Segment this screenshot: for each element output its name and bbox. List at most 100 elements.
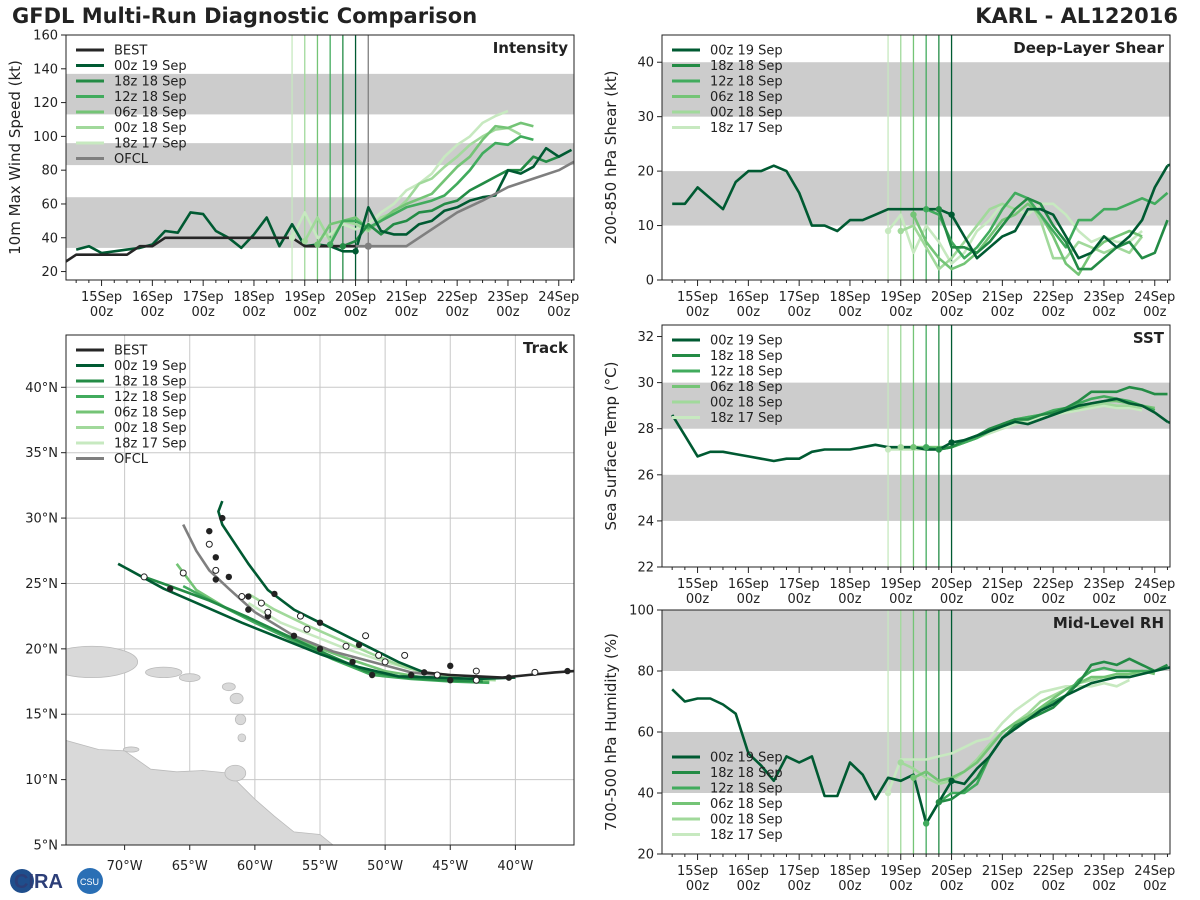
intensity-xtick-label: 00z <box>242 305 266 320</box>
shear-xtick-label: 20Sep <box>931 290 972 305</box>
shear-xtick-label: 00z <box>940 305 964 320</box>
shear-xtick-label: 00z <box>1041 305 1065 320</box>
island <box>122 746 140 753</box>
shear-xtick-label: 24Sep <box>1134 290 1175 305</box>
intensity-ytick-label: 60 <box>41 197 58 212</box>
rh-xtick-label: 22Sep <box>1033 864 1074 879</box>
sst-series-00z-19-sep <box>951 397 1169 444</box>
track-marker <box>505 674 513 681</box>
intensity-legend-label: 18z 18 Sep <box>114 75 187 90</box>
intensity-ytick-label: 40 <box>41 231 58 246</box>
intensity-legend-label: OFCL <box>114 152 149 167</box>
rh-legend-label: 00z 19 Sep <box>710 751 783 766</box>
track-series-best <box>424 669 574 679</box>
intensity-xtick-label: 00z <box>191 305 215 320</box>
track-xtick-label: 65°W <box>172 859 208 874</box>
track-legend-label: 18z 17 Sep <box>114 437 187 452</box>
shear-legend-label: 06z 18 Sep <box>710 90 783 105</box>
rh-xtick-label: 00z <box>686 879 710 894</box>
rh-xtick-label: 00z <box>940 879 964 894</box>
sst-xtick-label: 24Sep <box>1134 577 1175 592</box>
sst-ytick-label: 26 <box>637 468 654 483</box>
track-legend-label: 18z 18 Sep <box>114 375 187 390</box>
island <box>234 713 247 726</box>
sst-ytick-label: 24 <box>637 514 654 529</box>
sst-xtick-label: 00z <box>889 592 913 607</box>
rh-xtick-label: 00z <box>1041 879 1065 894</box>
track-marker-open <box>375 651 383 659</box>
track-marker-open <box>179 569 187 577</box>
logo-text: CIRA <box>14 871 63 893</box>
intensity-xtick-label: 19Sep <box>284 290 325 305</box>
intensity-xtick-label: 17Sep <box>183 290 224 305</box>
track-marker-open <box>531 668 539 676</box>
intensity-series-06z-18-sep <box>316 121 534 246</box>
intensity-legend-label: 06z 18 Sep <box>114 106 187 121</box>
shear-legend-label: 12z 18 Sep <box>710 75 783 90</box>
rh-xtick-label: 00z <box>1143 879 1167 894</box>
track-marker-open <box>362 632 370 640</box>
shear-ytick-label: 20 <box>637 165 654 180</box>
track-marker <box>368 671 376 679</box>
track-marker-open <box>472 676 480 684</box>
sst-ytick-label: 32 <box>637 330 654 345</box>
track-series-06z-18-sep <box>175 563 490 683</box>
rh-xtick-label: 17Sep <box>779 864 820 879</box>
sst-legend-label: 06z 18 Sep <box>710 380 783 395</box>
intensity-xtick-label: 00z <box>395 305 419 320</box>
intensity-frame <box>65 34 575 281</box>
logo-subtext: CSU <box>80 877 99 887</box>
rh-xtick-label: 00z <box>787 879 811 894</box>
track-marker <box>447 677 454 684</box>
track-xtick-label: 60°W <box>237 859 273 874</box>
cira-logo: CIRA CSU <box>10 868 103 894</box>
intensity-xtick-label: 21Sep <box>386 290 427 305</box>
sst-xtick-label: 00z <box>737 592 761 607</box>
track-xtick-label: 70°W <box>107 859 143 874</box>
intensity-series-18z-18-sep <box>342 155 560 248</box>
logo-seal-icon <box>77 868 103 894</box>
track-series-ofcl <box>182 524 438 677</box>
rh-ytick-label: 60 <box>637 726 654 741</box>
shear-series-00z-19-sep <box>1166 163 1170 167</box>
sst-title: SST <box>1133 329 1165 347</box>
sst-ytick-label: 30 <box>637 376 654 391</box>
shear-series-18z-18-sep <box>937 197 1169 271</box>
sst-xtick-label: 20Sep <box>931 577 972 592</box>
shear-legend-label: 18z 17 Sep <box>710 121 783 136</box>
track-xtick-label: 55°W <box>302 859 338 874</box>
rh-legend-label: 06z 18 Sep <box>710 797 783 812</box>
track-ytick-label: 40°N <box>25 381 58 396</box>
intensity-ytick-label: 160 <box>33 29 58 44</box>
shear-init-point <box>922 206 930 213</box>
rh-xtick-label: 00z <box>737 879 761 894</box>
rh-legend-label: 00z 18 Sep <box>710 813 783 828</box>
shear-xtick-label: 16Sep <box>728 290 769 305</box>
shear-xtick-label: 00z <box>838 305 862 320</box>
rh-series-00z-19-sep <box>951 666 1168 786</box>
rh-xtick-label: 18Sep <box>829 864 870 879</box>
rh-series-00z-19-sep <box>1167 666 1170 670</box>
track-marker <box>290 632 298 639</box>
intensity-init-point <box>352 248 359 255</box>
sst-init-point <box>922 443 930 451</box>
rh-xtick-label: 21Sep <box>982 864 1023 879</box>
sst-ylabel: Sea Surface Temp (°C) <box>602 361 620 530</box>
intensity-xtick-label: 22Sep <box>437 290 478 305</box>
shear-xtick-label: 17Sep <box>779 290 820 305</box>
track-marker <box>206 527 213 535</box>
rh-xtick-label: 19Sep <box>880 864 921 879</box>
sst-init-point <box>910 443 917 451</box>
sst-xtick-label: 00z <box>1092 592 1116 607</box>
shear-ytick-label: 0 <box>646 274 654 289</box>
rh-series-06z-18-sep <box>912 669 1156 783</box>
shear-init-point <box>935 206 943 213</box>
sst-ytick-label: 22 <box>637 561 654 576</box>
track-marker <box>564 667 571 675</box>
shear-init-point <box>884 227 892 235</box>
track-marker <box>225 573 233 581</box>
rh-ytick-label: 20 <box>637 848 654 863</box>
